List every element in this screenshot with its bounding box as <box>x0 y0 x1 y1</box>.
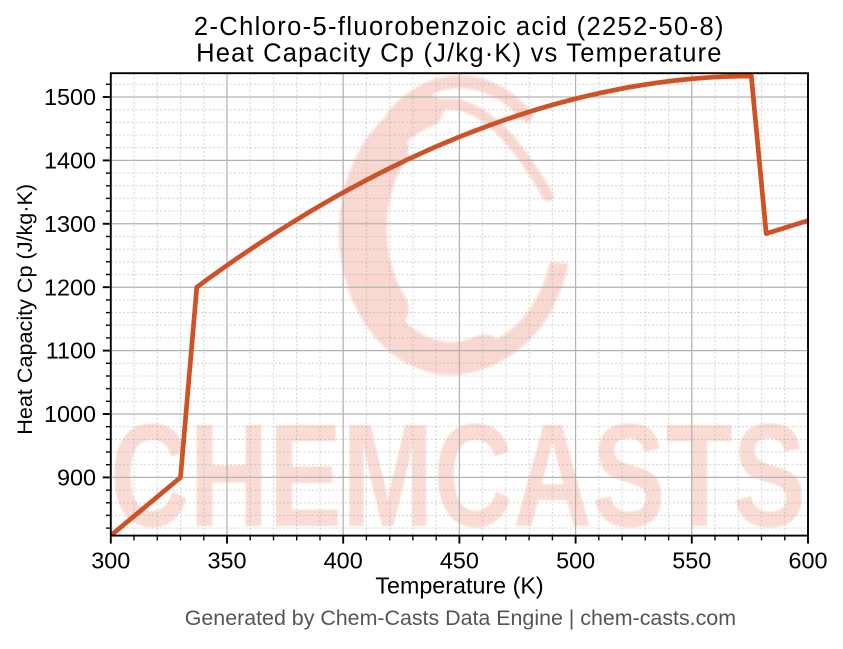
svg-text:1400: 1400 <box>44 148 96 174</box>
svg-text:900: 900 <box>57 465 96 491</box>
svg-text:Temperature (K): Temperature (K) <box>375 572 543 598</box>
svg-text:Heat Capacity Cp (J/kg·K): Heat Capacity Cp (J/kg·K) <box>12 184 37 435</box>
svg-text:500: 500 <box>556 547 595 573</box>
svg-text:550: 550 <box>672 547 711 573</box>
svg-text:Heat Capacity Cp (J/kg·K) vs T: Heat Capacity Cp (J/kg·K) vs Temperature <box>196 40 723 68</box>
svg-text:2-Chloro-5-fluorobenzoic acid: 2-Chloro-5-fluorobenzoic acid (2252-50-8… <box>194 13 725 41</box>
svg-text:1000: 1000 <box>44 401 96 427</box>
svg-text:Generated by Chem-Casts Data E: Generated by Chem-Casts Data Engine | ch… <box>185 606 736 630</box>
svg-text:CHEMCASTS: CHEMCASTS <box>110 394 806 558</box>
svg-text:1500: 1500 <box>44 84 96 110</box>
svg-text:600: 600 <box>788 547 827 573</box>
svg-text:1100: 1100 <box>46 338 96 364</box>
svg-text:400: 400 <box>324 547 363 573</box>
svg-text:450: 450 <box>440 547 479 573</box>
svg-text:300: 300 <box>91 547 130 573</box>
svg-text:1300: 1300 <box>44 211 96 237</box>
svg-text:1200: 1200 <box>44 274 96 300</box>
svg-text:350: 350 <box>207 547 246 573</box>
